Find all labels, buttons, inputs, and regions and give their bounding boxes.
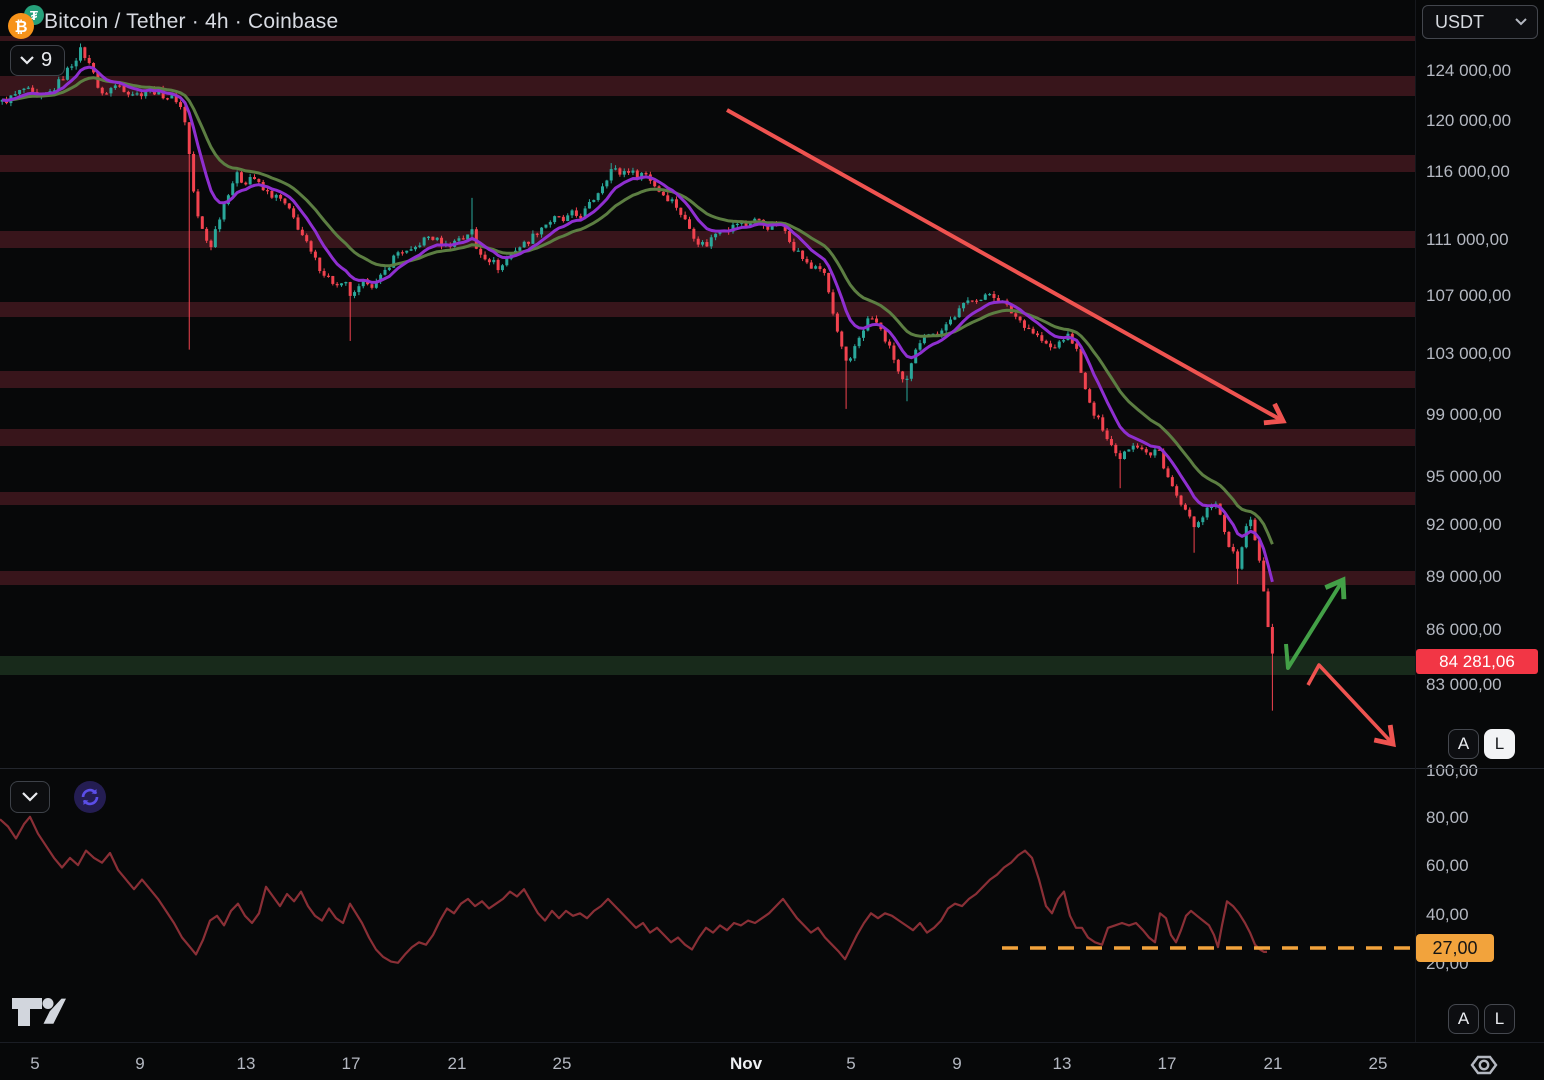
time-tick-label: 21	[447, 1054, 467, 1073]
symbol-title[interactable]: Bitcoin / Tether · 4h · Coinbase	[44, 10, 339, 33]
time-tick-label: Nov	[729, 1054, 763, 1073]
trend-arrow	[726, 108, 1287, 426]
time-tick-label: 9	[952, 1054, 962, 1073]
chevron-down-icon	[1515, 18, 1527, 26]
indicator-tick-label: 80,00	[1426, 808, 1469, 827]
settings-gear-icon[interactable]	[1468, 1049, 1500, 1080]
trend-arrow	[1284, 576, 1347, 670]
time-tick-label: 25	[1368, 1054, 1388, 1073]
resistance-bands	[0, 36, 1415, 585]
chevron-down-icon	[22, 792, 38, 802]
auto-scale-button[interactable]: A	[1448, 729, 1479, 759]
btc-usdt-pair-icon: ₮ ₿	[8, 5, 44, 39]
price-tick-label: 107 000,00	[1426, 286, 1512, 305]
indicator-collapse-button[interactable]	[10, 781, 50, 813]
time-tick-label: 5	[30, 1054, 40, 1073]
price-tick-label: 95 000,00	[1426, 467, 1502, 486]
time-tick-label: 21	[1263, 1054, 1283, 1073]
refresh-icon	[81, 788, 99, 806]
ma-fast-line	[1, 65, 1274, 583]
refresh-indicator-button[interactable]	[74, 781, 106, 813]
time-tick-label: 17	[341, 1054, 361, 1073]
support-zone	[0, 656, 1415, 675]
chevron-down-icon	[20, 56, 34, 65]
price-tick-label: 111 000,00	[1426, 230, 1509, 249]
time-tick-label: 17	[1157, 1054, 1177, 1073]
price-tick-label: 116 000,00	[1426, 162, 1510, 181]
trend-arrows	[726, 108, 1396, 748]
indicator-tick-label: 60,00	[1426, 856, 1469, 875]
svg-text:₿: ₿	[14, 18, 27, 36]
indicator-log-scale-button[interactable]: L	[1484, 1004, 1515, 1034]
tradingview-logo[interactable]	[12, 995, 68, 1029]
auto-scale-label: A	[1457, 734, 1470, 753]
price-tick-label: 103 000,00	[1426, 344, 1512, 363]
time-tick-label: 25	[552, 1054, 572, 1073]
pane-divider[interactable]	[0, 768, 1544, 769]
ma-period-label: 9	[41, 49, 53, 71]
currency-dropdown[interactable]: USDT	[1422, 5, 1538, 39]
currency-label: USDT	[1435, 11, 1484, 32]
time-tick-label: 13	[1052, 1054, 1072, 1073]
indicator-line	[0, 815, 1267, 964]
auto-scale-label: A	[1457, 1009, 1470, 1028]
log-scale-label: L	[1494, 734, 1505, 753]
log-scale-button[interactable]: L	[1484, 729, 1515, 759]
price-axis-divider	[1415, 0, 1416, 1042]
time-tick-label: 13	[236, 1054, 256, 1073]
svg-text:₮: ₮	[30, 8, 38, 23]
price-tick-label: 99 000,00	[1426, 405, 1502, 424]
last-price-label: 84 281,06	[1416, 649, 1538, 674]
price-tick-label: 89 000,00	[1426, 567, 1502, 586]
ma-slow-line	[2, 76, 1274, 545]
indicator-tick-label: 40,00	[1426, 905, 1469, 924]
trend-arrow	[1306, 663, 1396, 748]
ma-settings-button[interactable]: 9	[10, 45, 66, 76]
indicator-level-label: 27,00	[1416, 934, 1494, 962]
price-tick-label: 124 000,00	[1426, 61, 1512, 80]
price-tick-label: 86 000,00	[1426, 620, 1502, 639]
indicator-auto-scale-button[interactable]: A	[1448, 1004, 1479, 1034]
time-tick-label: 5	[846, 1054, 856, 1073]
price-tick-label: 92 000,00	[1426, 515, 1502, 534]
time-axis-divider	[0, 1042, 1544, 1043]
log-scale-label: L	[1494, 1009, 1505, 1028]
bitcoin-icon	[8, 13, 34, 39]
time-tick-label: 9	[135, 1054, 145, 1073]
ma-lines	[1, 65, 1274, 583]
price-tick-label: 83 000,00	[1426, 675, 1502, 694]
indicator-tick-label: 100,00	[1426, 761, 1478, 780]
price-tick-label: 120 000,00	[1426, 111, 1512, 130]
